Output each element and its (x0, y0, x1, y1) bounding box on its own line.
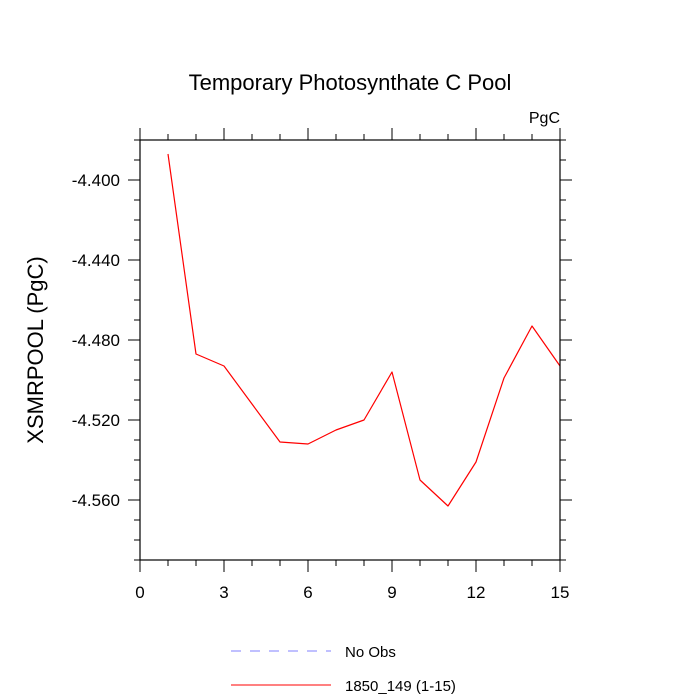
x-tick-label: 3 (219, 583, 228, 602)
x-tick-label: 6 (303, 583, 312, 602)
y-axis-label: XSMRPOOL (PgC) (23, 256, 48, 443)
x-tick-label: 12 (467, 583, 486, 602)
legend-label-no-obs: No Obs (345, 644, 396, 661)
y-tick-label: -4.560 (72, 491, 120, 510)
legend-label-1850-149: 1850_149 (1-15) (345, 678, 456, 695)
x-tick-label: 0 (135, 583, 144, 602)
series-line (167, 153, 561, 507)
units-label: PgC (529, 110, 560, 127)
x-tick-label: 15 (551, 583, 570, 602)
y-tick-label: -4.400 (72, 171, 120, 190)
y-tick-label: -4.520 (72, 411, 120, 430)
chart-title: Temporary Photosynthate C Pool (189, 70, 512, 95)
y-tick-label: -4.480 (72, 331, 120, 350)
y-tick-label: -4.440 (72, 251, 120, 270)
x-tick-label: 9 (387, 583, 396, 602)
legend: No Obs 1850_149 (1-15) (231, 644, 456, 695)
plot-frame (139, 139, 561, 561)
